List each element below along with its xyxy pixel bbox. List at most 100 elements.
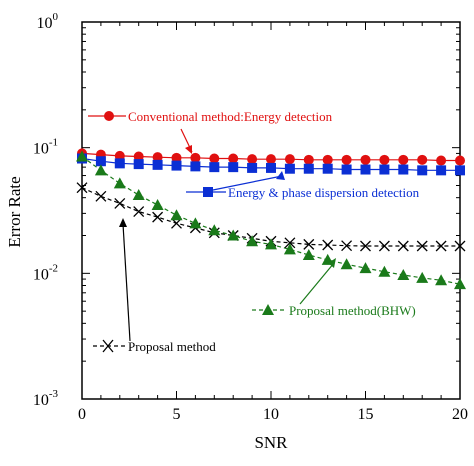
- annotation-arrows: [119, 128, 336, 342]
- series-3-point: [378, 265, 391, 277]
- y-tick-label: 100: [37, 11, 59, 32]
- arrowhead-bhw: [328, 258, 336, 268]
- annotation-energy-phase-marker: [203, 187, 213, 197]
- series-3-point: [227, 229, 240, 241]
- series-1-point: [417, 165, 428, 176]
- annotation-conventional: Conventional method:Energy detection: [88, 109, 333, 124]
- series-1-point: [171, 160, 182, 171]
- annotation-bhw-marker: [262, 304, 274, 315]
- annotation-conventional-marker: [104, 111, 114, 121]
- series-2-point: [435, 240, 447, 252]
- arrow-proposal: [122, 223, 131, 342]
- series-1-point: [398, 164, 409, 175]
- series-1-point: [436, 165, 447, 176]
- series-markers: [76, 148, 466, 290]
- series-1-point: [190, 161, 201, 172]
- series-1-point: [133, 159, 144, 170]
- series-0-point: [190, 152, 201, 163]
- annotation-proposal-text: Proposal method: [128, 339, 216, 354]
- annotation-proposal-marker: [102, 339, 114, 353]
- series-3-point: [359, 262, 372, 274]
- x-tick-label: 10: [263, 406, 279, 423]
- series-1-point: [303, 163, 314, 174]
- series-3-point: [454, 278, 466, 290]
- series-2-point: [397, 240, 409, 252]
- series-3-point: [340, 258, 353, 270]
- series-3-point: [208, 224, 221, 236]
- series-line-3: [81, 156, 461, 285]
- series-0-point: [322, 154, 333, 165]
- arrowhead-energy-phase: [276, 171, 285, 180]
- series-2-point: [454, 240, 466, 252]
- x-tick-label: 15: [358, 406, 374, 423]
- series-2-point: [322, 239, 334, 251]
- x-tick-label: 20: [452, 406, 468, 423]
- series-0-point: [171, 152, 182, 163]
- series-0-point: [228, 153, 239, 164]
- series-3-point: [283, 243, 296, 255]
- series-3-point: [151, 198, 164, 210]
- series-2-point: [360, 240, 371, 252]
- arrowhead-conventional: [185, 145, 192, 154]
- x-tick-label: 5: [173, 406, 181, 423]
- series-2-point: [341, 240, 353, 252]
- series-2-point: [76, 182, 88, 194]
- series-2-point: [152, 211, 164, 223]
- series-0-point: [284, 154, 295, 165]
- series-1-point: [379, 164, 390, 175]
- series-3-point: [397, 268, 410, 280]
- arrowhead-proposal: [119, 218, 127, 227]
- series-1-point: [95, 156, 106, 167]
- series-0-point: [152, 152, 163, 163]
- series-3-point: [265, 238, 277, 250]
- annotation-energy-phase: Energy & phase dispersion detection: [186, 185, 420, 200]
- series-2-point: [95, 190, 107, 202]
- series-0-point: [360, 154, 371, 165]
- series-3-point: [132, 189, 145, 201]
- series-3-point: [435, 274, 448, 286]
- series-2-point: [284, 237, 296, 249]
- series-3-point: [246, 235, 259, 247]
- annotation-proposal: Proposal method: [93, 339, 216, 354]
- annotation-energy-phase-text: Energy & phase dispersion detection: [228, 185, 420, 200]
- series-2-point: [133, 206, 145, 218]
- arrow-energy-phase: [202, 175, 283, 193]
- series-3-point: [189, 217, 202, 229]
- annotation-bhw-text: Proposal method(BHW): [289, 303, 416, 318]
- series-0-point: [133, 151, 144, 162]
- arrow-bhw: [299, 262, 335, 305]
- series-1-point: [360, 164, 371, 175]
- series-0-point: [247, 154, 258, 165]
- annotation-bhw: Proposal method(BHW): [252, 303, 416, 318]
- series-2-point: [416, 240, 428, 252]
- series-0-point: [209, 153, 220, 164]
- series-3-point: [416, 271, 429, 283]
- y-tick-label: 10-3: [33, 388, 59, 409]
- series-1-point: [455, 165, 465, 176]
- series-3-point: [302, 248, 315, 260]
- series-0-point: [436, 155, 447, 166]
- series-1-point: [228, 162, 239, 173]
- series-3-point: [94, 164, 107, 176]
- series-1-point: [266, 162, 276, 173]
- series-3-point: [170, 209, 183, 221]
- y-tick-label: 10-2: [33, 262, 58, 283]
- series-1-point: [284, 163, 295, 174]
- series-1-point: [322, 163, 333, 174]
- series-0-point: [455, 155, 465, 166]
- y-axis-title: Error Rate: [5, 176, 24, 247]
- series-0-point: [417, 154, 428, 165]
- series-2-point: [114, 197, 126, 209]
- series-3-point: [76, 150, 88, 162]
- series-1-point: [247, 162, 258, 173]
- series-2-point: [378, 240, 390, 252]
- series-0-point: [341, 154, 352, 165]
- series-0-point: [266, 154, 276, 165]
- series-1-point: [114, 158, 125, 169]
- annotation-conventional-text: Conventional method:Energy detection: [128, 109, 333, 124]
- series-1-point: [209, 162, 220, 173]
- y-tick-label: 10-1: [33, 137, 58, 158]
- tick-labels: 0 5 10 15 20 100 10-1 10-2 10-3: [33, 11, 468, 423]
- x-axis-title: SNR: [254, 433, 288, 452]
